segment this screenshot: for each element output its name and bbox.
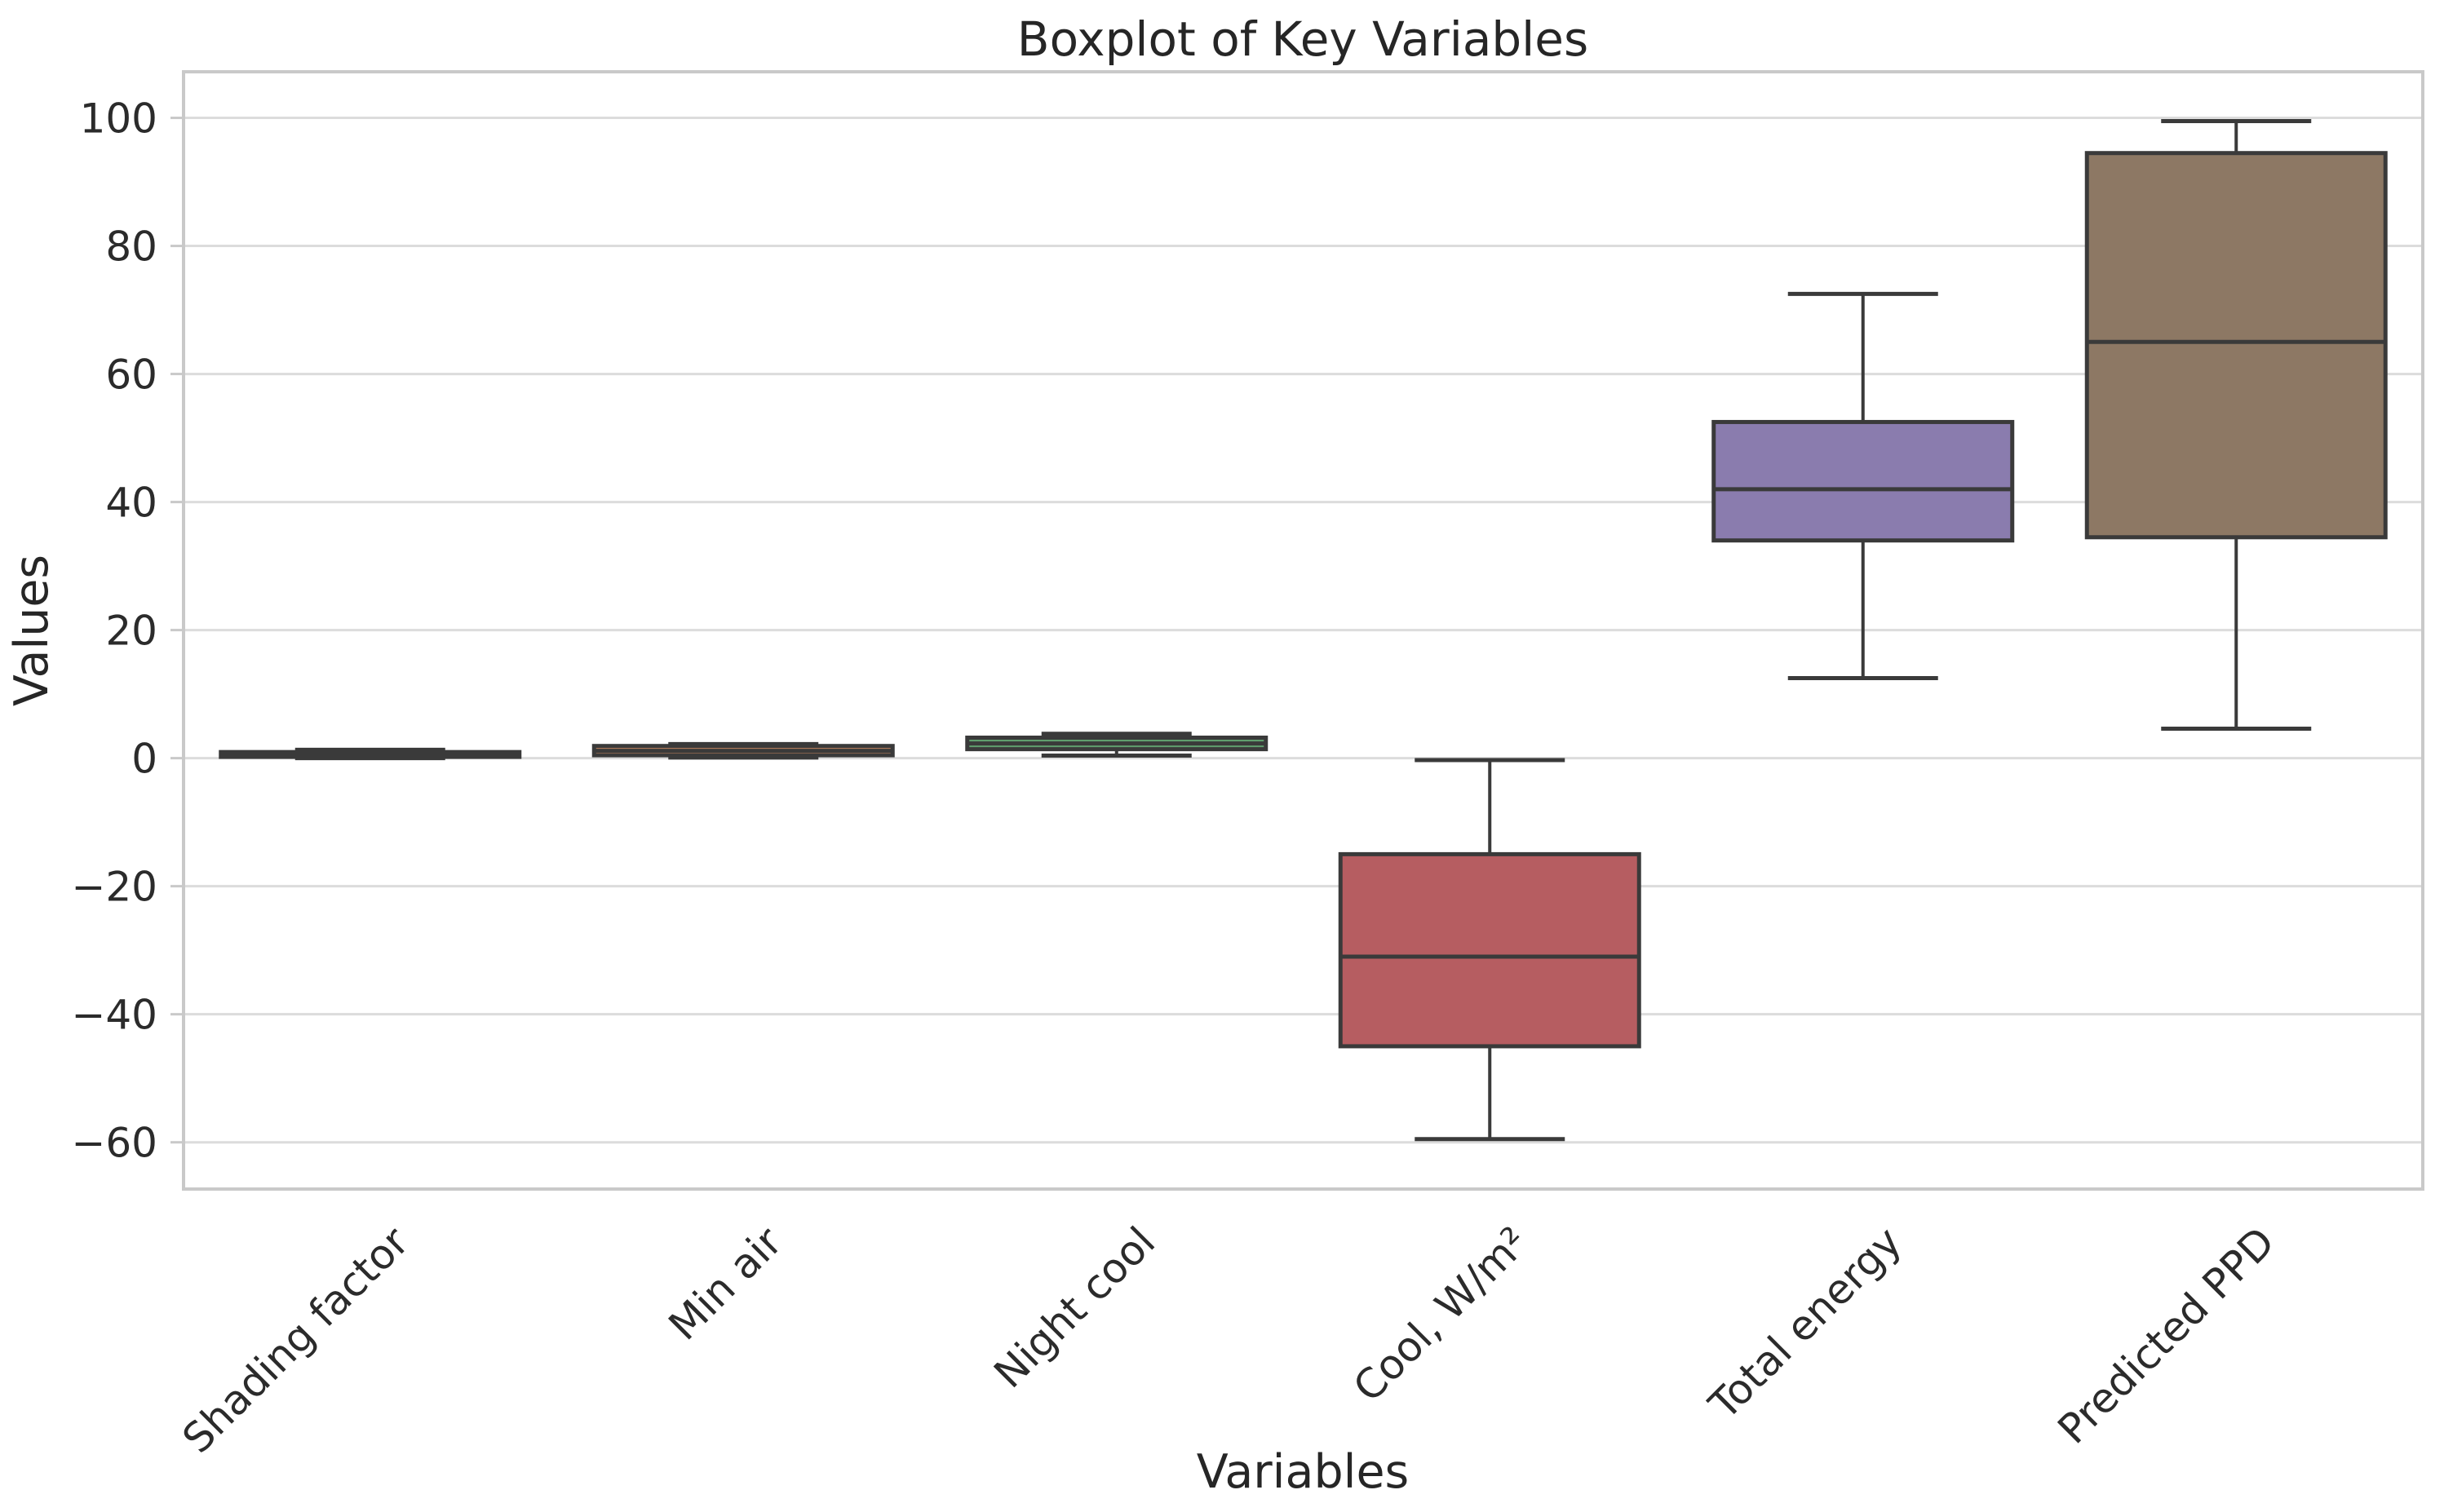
x-axis-label: Variables [1197, 1445, 1409, 1499]
y-tick-layer: −60 −40 −20 0 20 40 60 80 100 [71, 95, 184, 1167]
y-tick-label-40: 40 [105, 480, 157, 527]
iqr-box [2084, 151, 2388, 540]
x-tick-label-night-cool: Night cool [985, 1218, 1164, 1397]
y-tick-label-−60: −60 [71, 1120, 157, 1167]
x-tick-label-cool-w-m: Cool, W/m² [1344, 1218, 1538, 1411]
box-layer [219, 118, 2388, 1142]
x-tick-label-total-energy: Total energy [1700, 1218, 1911, 1429]
y-axis-label: Values [5, 555, 59, 706]
box-predicted-ppd [2084, 118, 2388, 732]
y-tick-label-20: 20 [105, 608, 157, 655]
x-tick-label-shading-factor: Shading factor [174, 1218, 418, 1462]
x-tick-layer: Shading factor Min air Night cool Cool, W/m… [174, 1218, 2284, 1462]
chart-title: Boxplot of Key Variables [1017, 11, 1588, 67]
iqr-box [1338, 851, 1641, 1049]
y-tick-label-−40: −40 [71, 992, 157, 1039]
y-tick-label-−20: −20 [71, 864, 157, 911]
box-shading-factor [219, 747, 522, 761]
box-total-energy [1711, 291, 2015, 680]
y-tick-label-100: 100 [80, 95, 157, 143]
box-night-cool [965, 732, 1268, 758]
box-cool-w-m [1338, 758, 1641, 1142]
y-tick-label-60: 60 [105, 351, 157, 399]
y-tick-label-80: 80 [105, 223, 157, 271]
x-tick-label-predicted-ppd: Predicted PPD [2049, 1218, 2284, 1452]
iqr-box [1711, 419, 2015, 543]
gridline-layer [184, 117, 2423, 1144]
y-tick-label-0: 0 [131, 736, 157, 783]
box-min-air [591, 741, 895, 760]
x-tick-label-min-air: Min air [660, 1218, 791, 1349]
